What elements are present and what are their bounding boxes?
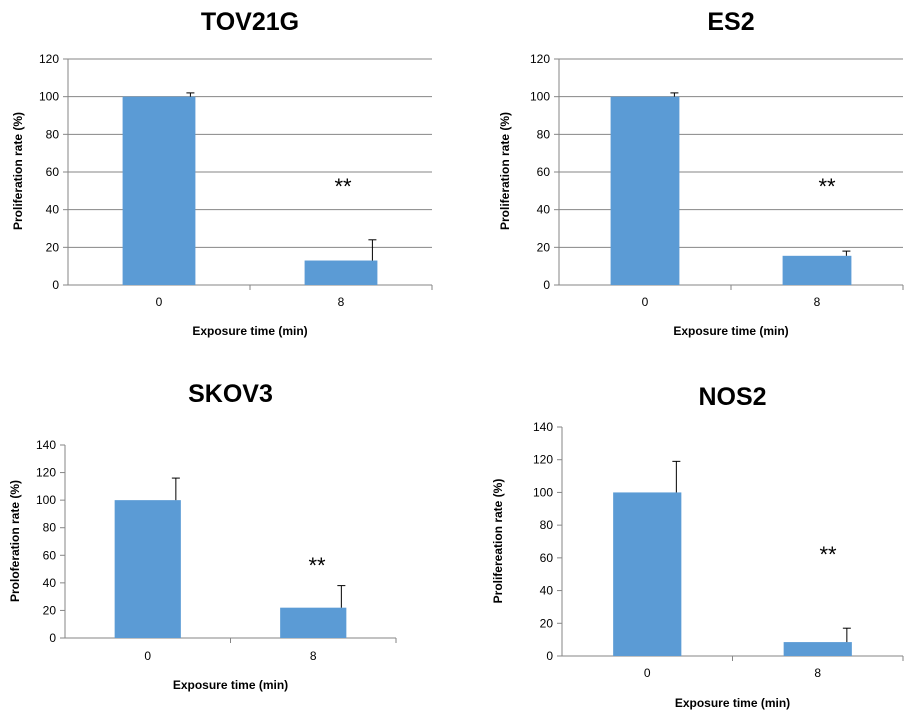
chart-title: ES2 — [707, 8, 755, 36]
y-tick-label: 40 — [540, 584, 554, 598]
y-tick-label: 40 — [43, 576, 57, 590]
chart-title: TOV21G — [200, 8, 300, 36]
y-tick-label: 80 — [43, 521, 57, 535]
bar — [304, 260, 378, 285]
x-axis-label: Exposure time (min) — [674, 696, 791, 710]
significance-marker: ** — [818, 174, 836, 199]
x-tick-label: 0 — [144, 649, 151, 663]
y-tick-label: 120 — [39, 52, 59, 66]
x-axis-label: Exposure time (min) — [172, 678, 289, 692]
chart-title: NOS2 — [698, 383, 767, 411]
y-tick-label: 0 — [543, 278, 550, 292]
x-tick-label: 8 — [310, 649, 317, 663]
x-tick-label: 0 — [156, 295, 163, 309]
bar — [114, 500, 181, 638]
y-tick-label: 60 — [46, 165, 60, 179]
y-tick-label: 100 — [530, 90, 550, 104]
significance-marker: ** — [819, 542, 837, 567]
bar — [782, 255, 852, 285]
x-tick-label: 0 — [642, 295, 649, 309]
y-tick-label: 100 — [39, 90, 59, 104]
y-tick-label: 100 — [533, 485, 553, 499]
y-tick-label: 60 — [540, 551, 554, 565]
y-tick-label: 60 — [43, 548, 57, 562]
x-axis-label: Exposure time (min) — [673, 324, 789, 338]
y-tick-label: 40 — [537, 203, 551, 217]
y-tick-label: 120 — [530, 52, 550, 66]
significance-marker: ** — [308, 553, 326, 578]
x-tick-label: 8 — [814, 295, 821, 309]
y-tick-label: 20 — [537, 240, 551, 254]
y-tick-label: 140 — [533, 420, 553, 434]
y-tick-label: 80 — [46, 127, 60, 141]
bar — [613, 492, 682, 656]
y-tick-label: 100 — [36, 493, 56, 507]
chart-title: SKOV3 — [188, 380, 273, 408]
y-tick-label: 20 — [540, 616, 554, 630]
y-tick-label: 40 — [46, 203, 60, 217]
bar — [280, 607, 347, 638]
y-tick-label: 60 — [537, 165, 551, 179]
significance-marker: ** — [334, 174, 352, 199]
bar — [783, 642, 852, 656]
y-tick-label: 20 — [46, 240, 60, 254]
y-tick-label: 140 — [36, 438, 56, 452]
y-tick-label: 120 — [36, 466, 56, 480]
y-tick-label: 120 — [533, 453, 553, 467]
x-axis-label: Exposure time (min) — [192, 324, 308, 338]
bar — [122, 96, 196, 286]
y-tick-label: 80 — [540, 518, 554, 532]
y-tick-label: 80 — [537, 127, 551, 141]
x-tick-label: 8 — [338, 295, 345, 309]
bar — [610, 96, 680, 286]
y-tick-label: 0 — [52, 278, 59, 292]
x-tick-label: 0 — [644, 666, 651, 680]
y-tick-label: 0 — [546, 649, 553, 663]
x-tick-label: 8 — [814, 666, 821, 680]
y-tick-label: 0 — [49, 631, 56, 645]
y-tick-label: 20 — [43, 603, 57, 617]
